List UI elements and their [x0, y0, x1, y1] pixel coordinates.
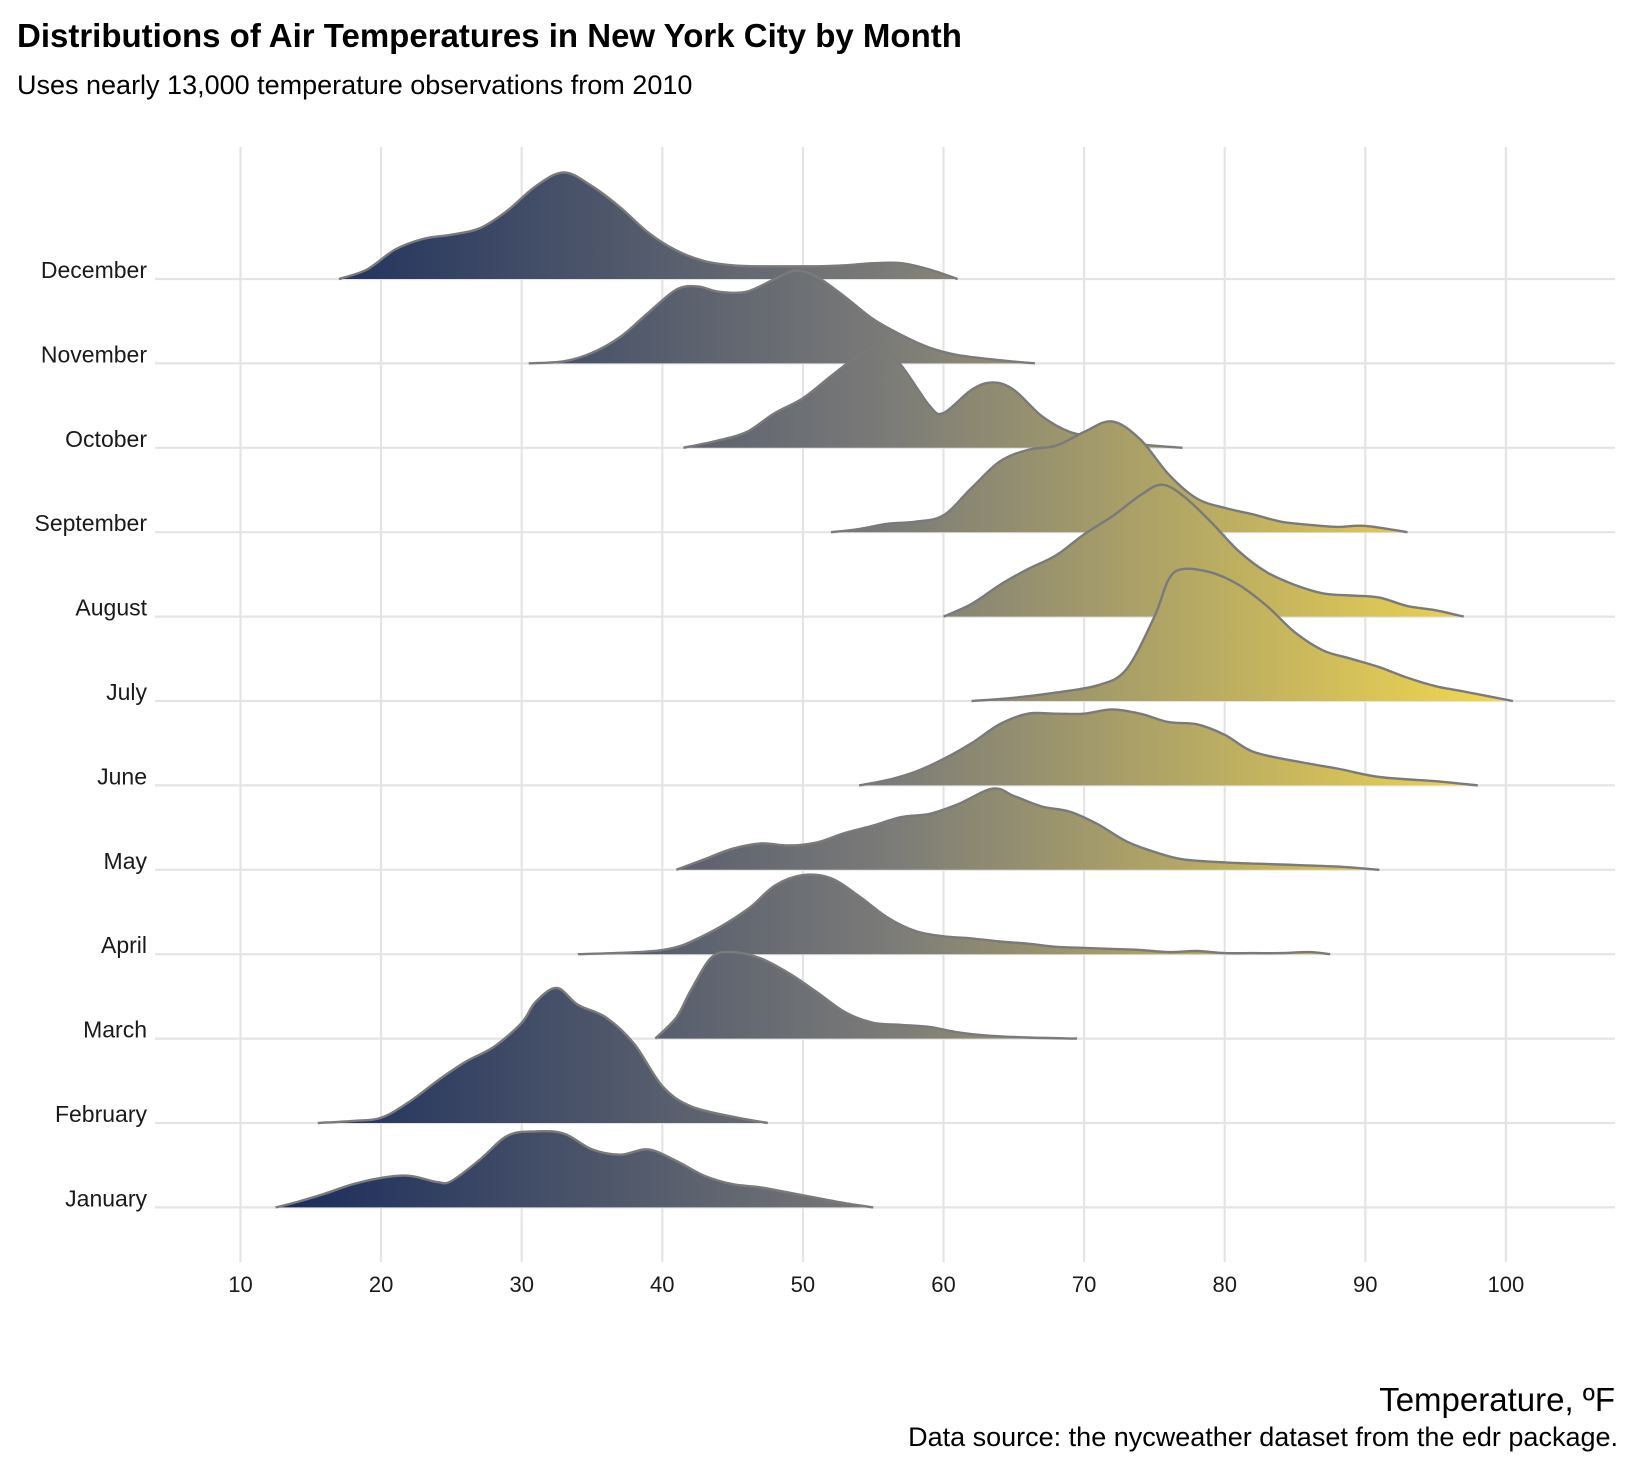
x-tick-label-10: 10 — [228, 1272, 252, 1297]
x-tick-label-90: 90 — [1353, 1272, 1377, 1297]
ridge-january — [275, 1129, 874, 1209]
x-tick-label-70: 70 — [1072, 1272, 1096, 1297]
x-axis-title: Temperature, ºF — [1379, 1381, 1615, 1418]
x-tick-label-30: 30 — [509, 1272, 533, 1297]
ridge-outline-december — [338, 171, 958, 281]
chart-caption: Data source: the nycweather dataset from… — [908, 1422, 1618, 1452]
ridge-area-july — [971, 568, 1513, 701]
ridge-area-december — [338, 172, 958, 279]
ridge-outline-may — [675, 787, 1380, 871]
ridge-area-april — [577, 874, 1331, 955]
ridge-february — [317, 986, 769, 1125]
ridge-march — [654, 950, 1078, 1040]
ridge-outline-february — [317, 986, 769, 1125]
ridge-area-february — [317, 987, 768, 1123]
ridge-december — [338, 171, 958, 281]
month-label-september: September — [34, 510, 147, 536]
ridge-november — [528, 269, 1036, 365]
ridge-area-august — [943, 484, 1464, 617]
month-label-layer: December November October September August Ju… — [34, 257, 147, 1211]
chart-subtitle: Uses nearly 13,000 temperature observati… — [17, 70, 693, 100]
month-label-january: January — [65, 1185, 147, 1211]
month-label-may: May — [104, 848, 148, 874]
x-tick-label-80: 80 — [1212, 1272, 1236, 1297]
ridge-area-march — [655, 951, 1078, 1039]
x-tick-label-20: 20 — [369, 1272, 393, 1297]
ridge-may — [675, 787, 1380, 871]
ridge-outline-april — [577, 873, 1331, 956]
ridge-outline-july — [971, 567, 1514, 703]
ridge-april — [577, 873, 1331, 956]
month-label-november: November — [41, 341, 147, 367]
x-tick-label-60: 60 — [931, 1272, 955, 1297]
ridge-august — [943, 483, 1464, 618]
chart-title: Distributions of Air Temperatures in New… — [17, 17, 962, 54]
ridge-area-october — [683, 347, 1183, 448]
ridge-outline-november — [528, 269, 1036, 365]
ridge-area-november — [528, 270, 1035, 364]
ridge-june — [858, 708, 1478, 787]
ridge-outline-september — [830, 420, 1408, 534]
ridge-july — [971, 567, 1514, 703]
ridge-outline-june — [858, 708, 1478, 787]
month-label-april: April — [101, 932, 147, 958]
ridge-area-september — [831, 421, 1408, 533]
ridge-layer — [275, 171, 1514, 1209]
month-label-march: March — [83, 1017, 147, 1043]
ridge-outline-march — [654, 950, 1078, 1040]
x-tick-label-50: 50 — [791, 1272, 815, 1297]
ridge-outline-august — [943, 483, 1464, 618]
month-label-february: February — [55, 1101, 148, 1127]
x-tick-label-100: 100 — [1488, 1272, 1525, 1297]
x-tick-label-40: 40 — [650, 1272, 674, 1297]
ridge-area-january — [275, 1131, 874, 1208]
ridge-september — [830, 420, 1408, 534]
ridge-area-june — [859, 709, 1478, 786]
ridge-outline-january — [275, 1129, 874, 1209]
month-label-july: July — [106, 679, 147, 705]
month-label-june: June — [97, 763, 147, 789]
month-label-december: December — [41, 257, 147, 283]
month-label-august: August — [75, 595, 147, 621]
grid-layer — [155, 147, 1615, 1262]
month-label-october: October — [65, 426, 147, 452]
ridge-area-may — [676, 788, 1380, 870]
x-tick-layer: 10 20 30 40 50 60 70 80 90 100 — [228, 1272, 1524, 1297]
